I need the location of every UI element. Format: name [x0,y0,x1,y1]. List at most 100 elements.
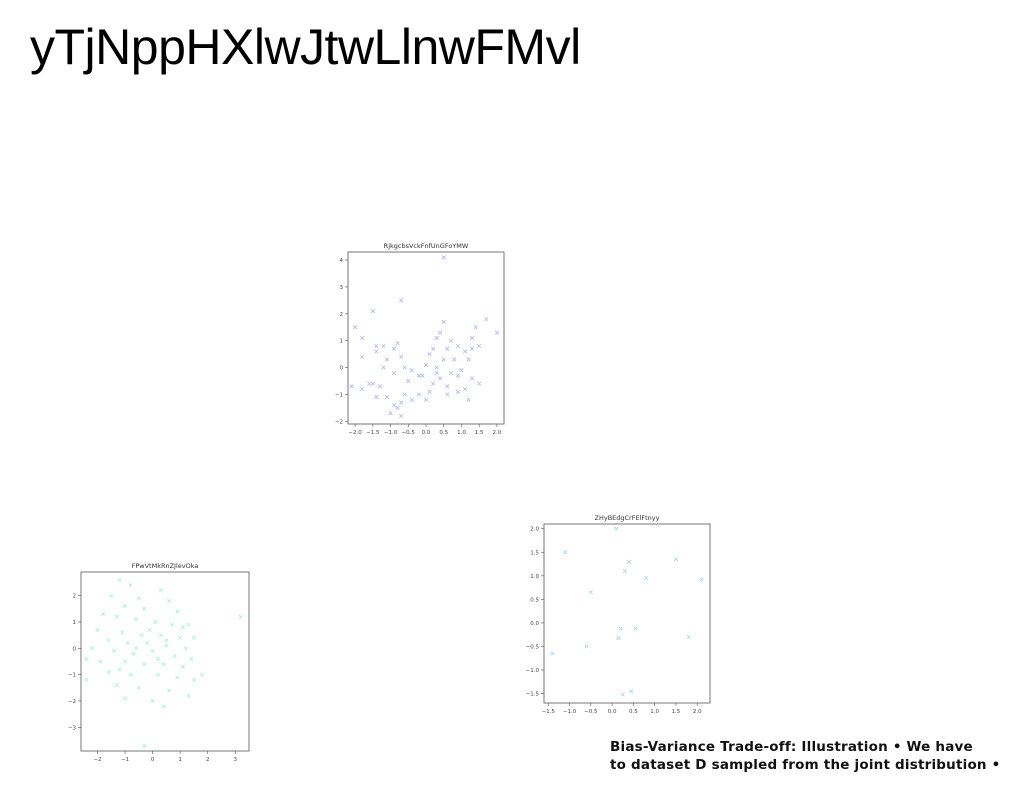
chart3-xtick-label: 1.5 [672,709,681,715]
chart1-point [434,370,439,376]
chart1-point [438,376,443,381]
chart1-point [431,346,436,351]
scatter-chart-2-svg: FPwVtMkRnZJlevOka −2 −1 0 1 2 3 −3 −2 −1 0 1 2 [68,562,250,763]
chart1-point [466,397,471,402]
chart1-ytick-label: 3 [340,285,344,291]
chart2-ytick-label: −3 [68,725,77,731]
chart2-point [84,677,89,683]
chart2-xtick-label: −1 [121,757,129,763]
chart2-point [136,596,141,601]
chart1-point [427,389,432,394]
chart1-point [427,352,432,357]
chart2-point [89,646,95,651]
chart1-point [452,357,457,362]
chart1-point [406,378,411,384]
chart2-point [122,659,128,664]
chart1-point [402,365,407,370]
chart1-point [392,370,397,376]
chart2-point [133,617,139,622]
chart3-ytick-label: 1.0 [530,574,539,580]
chart1-point [360,386,365,392]
scatter-chart-3: ZHyBEdgCrFElFtnyy −1.5 −1.0 −0.5 0.0 0.5 1.0 1.… [512,510,724,720]
chart1-point [441,357,446,362]
chart2-point [139,633,144,638]
chart2-point [191,635,197,640]
chart1-point [448,370,453,376]
chart1-point [384,357,390,362]
chart1-point [445,384,450,389]
chart2-point [172,654,177,659]
chart1-point [466,357,471,362]
chart1-ytick-label: −2 [335,419,343,425]
chart2-title: FPwVtMkRnZJlevOka [132,562,199,570]
chart1-xtick-label: 0.5 [439,430,448,436]
chart1-point [423,397,429,402]
chart2-point [95,627,100,632]
chart2-point [120,630,125,635]
chart1-point [409,368,414,373]
chart2-point [114,614,119,619]
chart1-point [441,255,446,260]
chart1-xtick-label: −2.0 [348,430,362,436]
chart2-point [153,619,158,625]
chart3-point [584,644,589,649]
chart1-xtick-label: 1.5 [475,430,484,436]
scatter-chart-3-svg: ZHyBEdgCrFElFtnyy −1.5 −1.0 −0.5 0.0 0.5 1.0 1.… [526,514,711,715]
chart1-point [416,392,421,397]
chart3-xtick-label: −0.5 [584,709,598,715]
chart3-title: ZHyBEdgCrFElFtnyy [595,514,660,522]
chart2-point [186,693,191,698]
chart3-ytick-label: −1.5 [526,692,540,698]
chart1-point [360,354,365,359]
chart3-xtick-label: 2.0 [693,709,702,715]
chart1-point [441,319,446,324]
chart2-point [191,677,197,683]
chart3-point [699,577,704,582]
chart1-point [399,413,404,419]
chart3-point [614,526,619,531]
chart2-point [109,593,114,598]
chart1-ytick-label: 0 [340,366,344,372]
chart3-point [620,692,625,697]
chart3-xtick-label: −1.0 [563,709,577,715]
chart2-point [200,672,205,677]
chart2-xtick-label: −2 [93,757,101,763]
chart1-point [470,335,475,341]
chart1-point [402,392,407,397]
chart2-point [142,743,147,748]
chart2-point [125,640,130,646]
scatter-chart-2: FPwVtMkRnZJlevOka −2 −1 0 1 2 3 −3 −2 −1 0 1 2 [64,558,260,770]
chart1-point [370,309,375,314]
caption-line-1: Bias-Variance Trade-off: Illustration • … [610,739,973,755]
chart1-point [392,403,397,408]
chart2-point [131,651,136,656]
chart1-point [477,381,482,386]
chart2-plot-frame [80,571,250,752]
chart1-point [360,335,365,341]
chart1-title: RjkgcbsVckFnfUnGFoYMW [384,242,469,250]
chart1-point [399,354,404,359]
page-title: yTjNppHXlwJtwLlnwFMvl [30,19,581,75]
chart1-xtick-label: 0.0 [422,430,431,436]
chart1-point [423,362,429,367]
chart1-point [473,325,478,330]
chart1-point [374,343,379,349]
chart1-point [367,381,372,386]
chart1-point [374,395,379,400]
chart2-xtick-label: 1 [178,757,182,763]
chart3-plot-frame [543,523,711,704]
chart1-ytick-label: 1 [340,339,344,345]
chart1-point [470,346,475,351]
chart2-point [167,598,172,604]
chart2-point [161,704,166,709]
chart1-ytick-label: 2 [340,312,344,318]
chart3-xtick-label: 1.0 [650,709,659,715]
chart1-xtick-label: 1.0 [457,430,466,436]
chart3-point [618,626,623,631]
chart3-point [550,651,555,656]
chart1-point [477,343,482,349]
chart2-point [98,659,103,664]
chart2-xtick-label: 2 [206,757,210,763]
chart3-ytick-label: 0.0 [530,621,539,627]
chart1-point [455,373,460,378]
